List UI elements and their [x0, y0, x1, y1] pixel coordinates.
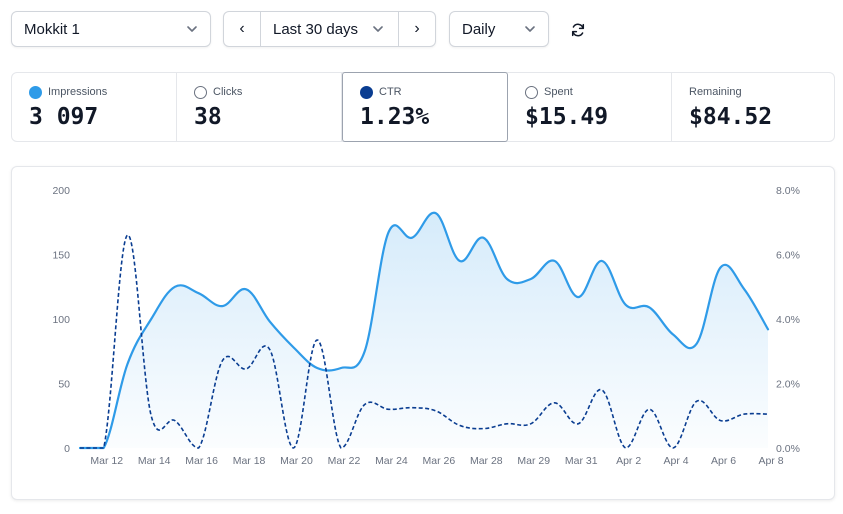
next-period-button[interactable]: › [398, 12, 435, 46]
series-toggle-icon[interactable] [525, 85, 538, 99]
period-picker: ‹ Last 30 days › [223, 11, 436, 47]
refresh-icon [571, 23, 585, 37]
y-right-tick-label: 0.0% [776, 443, 800, 455]
period-select[interactable]: Last 30 days [261, 12, 398, 46]
metric-value: $84.52 [689, 104, 773, 130]
x-tick-label: Mar 28 [470, 455, 503, 467]
chevron-down-icon [525, 26, 535, 32]
y-right-tick-label: 4.0% [776, 314, 800, 326]
x-tick-label: Mar 18 [233, 455, 266, 467]
y-left-tick-label: 50 [58, 379, 70, 391]
granularity-select[interactable]: Daily [449, 11, 549, 47]
metric-label: Impressions [48, 86, 108, 98]
metric-remaining: Remaining $84.52 [672, 73, 834, 141]
account-select-value: Mokkit 1 [24, 20, 80, 38]
metric-label: CTR [379, 86, 402, 98]
x-tick-label: Apr 8 [758, 455, 783, 467]
series-toggle-icon[interactable] [194, 85, 207, 99]
y-left-tick-label: 0 [64, 443, 70, 455]
x-tick-label: Mar 12 [90, 455, 123, 467]
x-tick-label: Mar 22 [328, 455, 361, 467]
metric-label: Remaining [689, 86, 742, 98]
metric-value: 38 [194, 104, 222, 130]
y-left-tick-label: 100 [52, 314, 70, 326]
impressions-ctr-chart[interactable]: 0 50 100 150 200 0.0% 2.0% 4.0% 6.0% 8.0% Mar 12… [12, 167, 834, 499]
metric-spent[interactable]: Spent $15.49 [508, 73, 672, 141]
metric-ctr[interactable]: CTR 1.23% [342, 72, 508, 142]
chart-panel: 0 50 100 150 200 0.0% 2.0% 4.0% 6.0% 8.0% Mar 12… [11, 166, 835, 500]
y-right-tick-label: 8.0% [776, 185, 800, 197]
y-left-tick-label: 200 [52, 185, 70, 197]
ctr-line [80, 234, 769, 449]
period-select-value: Last 30 days [273, 20, 359, 38]
impressions-line [78, 211, 770, 450]
metric-value: 1.23% [360, 104, 430, 130]
x-tick-label: Apr 6 [711, 455, 736, 467]
account-select[interactable]: Mokkit 1 [11, 11, 211, 47]
x-tick-label: Mar 20 [280, 455, 313, 467]
chevron-down-icon [187, 26, 197, 32]
x-tick-label: Mar 26 [423, 455, 456, 467]
x-tick-label: Apr 2 [616, 455, 641, 467]
y-left-tick-label: 150 [52, 250, 70, 262]
chevron-down-icon [373, 26, 383, 32]
metric-clicks[interactable]: Clicks 38 [177, 73, 342, 141]
metric-value: $15.49 [525, 104, 609, 130]
previous-period-button[interactable]: ‹ [224, 12, 261, 46]
granularity-select-value: Daily [462, 20, 496, 38]
x-tick-label: Mar 29 [517, 455, 550, 467]
metrics-bar: Impressions 3 097 Clicks 38 CTR 1.23% Sp… [11, 72, 835, 142]
y-right-tick-label: 6.0% [776, 250, 800, 262]
series-toggle-icon[interactable] [360, 85, 373, 99]
x-tick-label: Mar 24 [375, 455, 408, 467]
x-tick-label: Mar 31 [565, 455, 598, 467]
y-right-tick-label: 2.0% [776, 379, 800, 391]
series-toggle-icon[interactable] [29, 85, 42, 99]
metric-label: Spent [544, 86, 573, 98]
x-tick-label: Apr 4 [664, 455, 689, 467]
refresh-button[interactable] [566, 18, 590, 42]
metric-impressions[interactable]: Impressions 3 097 [12, 73, 177, 141]
x-tick-label: Mar 16 [185, 455, 218, 467]
metric-label: Clicks [213, 86, 243, 98]
x-tick-label: Mar 14 [138, 455, 171, 467]
metric-value: 3 097 [29, 104, 99, 130]
impressions-area [80, 212, 768, 448]
